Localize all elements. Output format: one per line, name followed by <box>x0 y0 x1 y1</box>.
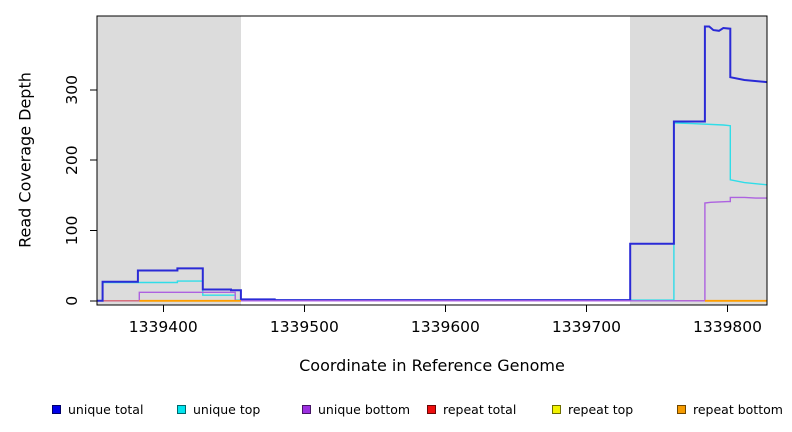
y-tick-label: 300 <box>63 75 81 105</box>
legend-swatch-repeat-top <box>552 404 561 414</box>
legend-swatch-unique-bottom <box>302 404 311 414</box>
legend-swatch-repeat-bottom <box>677 404 686 414</box>
legend-swatch-unique-total <box>52 404 61 414</box>
x-tick-label: 1339800 <box>693 318 762 336</box>
legend-label: repeat total <box>443 401 517 417</box>
legend-label: unique top <box>193 401 261 417</box>
plot-border <box>96 15 768 306</box>
y-tick-label: 0 <box>63 296 81 306</box>
x-axis-title: Coordinate in Reference Genome <box>299 356 565 375</box>
legend-item-unique-total: unique total <box>52 402 177 417</box>
legend-label: repeat top <box>568 401 634 417</box>
y-tick-label: 200 <box>63 145 81 175</box>
x-tick-label: 1339400 <box>129 318 198 336</box>
legend: unique total unique top unique bottom repea… <box>52 399 792 419</box>
legend-label: repeat bottom <box>693 401 783 417</box>
shaded-region <box>630 16 767 305</box>
legend-item-repeat-bottom: repeat bottom <box>677 402 792 417</box>
series-line-unique-bottom <box>138 196 767 302</box>
legend-item-unique-bottom: unique bottom <box>302 402 427 417</box>
x-tick-label: 1339700 <box>552 318 621 336</box>
x-tick-label: 1339600 <box>411 318 480 336</box>
legend-swatch-unique-top <box>177 404 186 414</box>
legend-swatch-repeat-total <box>427 404 436 414</box>
legend-label: unique total <box>68 401 144 417</box>
shaded-region <box>97 16 241 305</box>
legend-item-repeat-top: repeat top <box>552 402 677 417</box>
legend-item-repeat-total: repeat total <box>427 402 552 417</box>
legend-label: unique bottom <box>318 401 411 417</box>
y-tick-label: 100 <box>63 216 81 246</box>
x-tick-label: 1339500 <box>270 318 339 336</box>
y-axis-title: Read Coverage Depth <box>15 72 35 248</box>
legend-item-unique-top: unique top <box>177 402 302 417</box>
